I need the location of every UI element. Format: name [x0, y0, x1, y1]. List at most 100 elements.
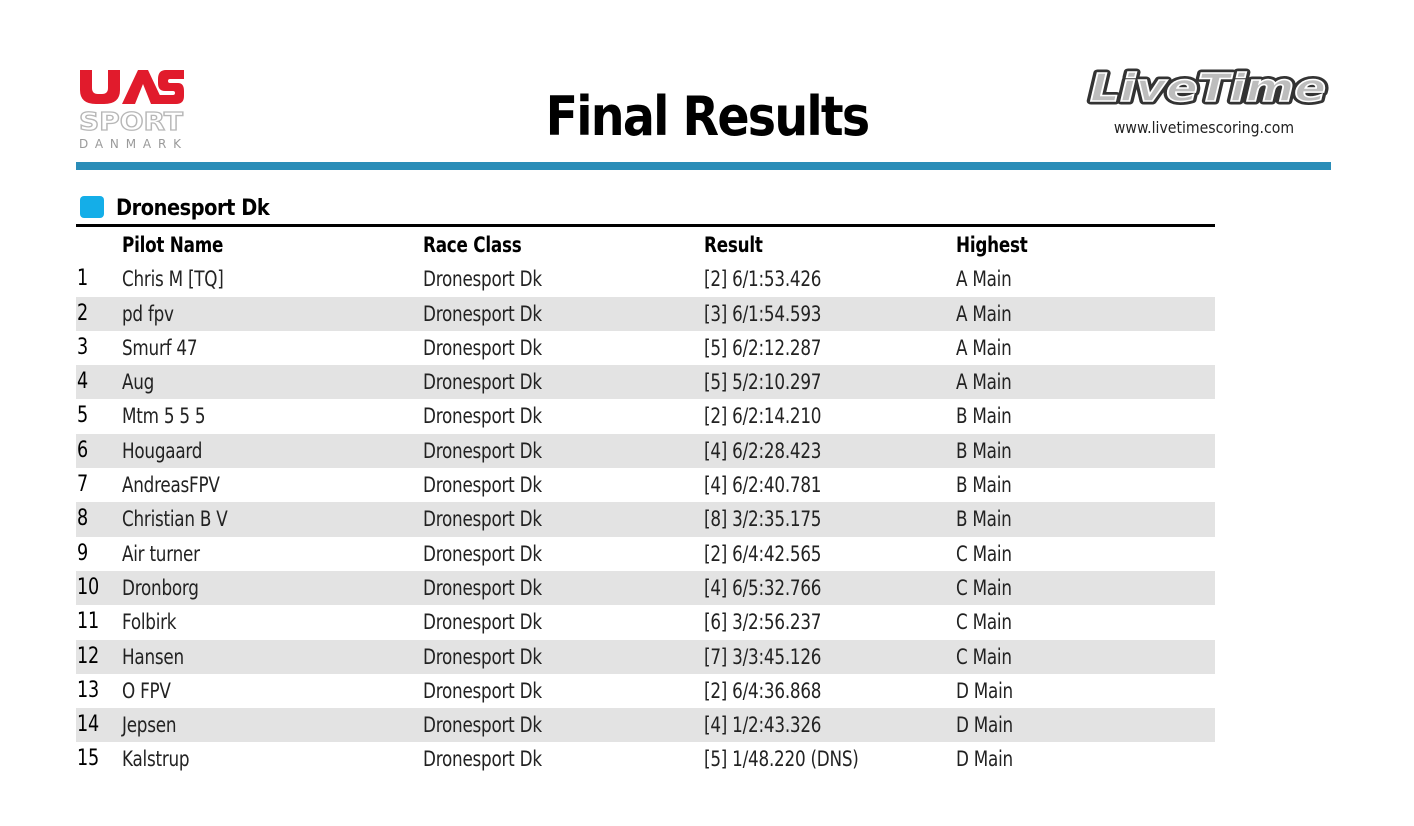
row-pilot-name: Mtm 5 5 5 — [122, 404, 206, 429]
row-race-class: Dronesport Dk — [423, 678, 542, 703]
table-row: 13 O FPV Dronesport Dk [2] 6/4:36.868 D Main — [76, 674, 1215, 708]
row-result: [2] 6/4:36.868 — [704, 678, 822, 703]
row-result: [5] 1/48.220 (DNS) — [704, 747, 859, 772]
row-result: [5] 5/2:10.297 — [704, 370, 822, 395]
row-pilot-name: Chris M [TQ] — [122, 267, 224, 292]
row-result: [2] 6/4:42.565 — [704, 541, 822, 566]
livetime-url[interactable]: www.livetimescoring.com — [1113, 118, 1295, 137]
page-title: Final Results — [545, 85, 871, 148]
row-race-class: Dronesport Dk — [423, 370, 542, 395]
row-race-class: Dronesport Dk — [423, 507, 542, 532]
row-highest: A Main — [956, 370, 1012, 395]
table-header-row: Pilot Name Race Class Result Highest — [76, 228, 1215, 262]
row-highest: C Main — [956, 610, 1012, 635]
row-pilot-name: Hougaard — [122, 438, 203, 463]
row-position: 13 — [77, 677, 99, 703]
livetime-logo: LiveTime LiveTime — [1084, 63, 1332, 114]
table-row: 14 Jepsen Dronesport Dk [4] 1/2:43.326 D Mai… — [76, 708, 1215, 743]
column-header-highest: Highest — [956, 233, 1028, 257]
column-header-result: Result — [704, 233, 763, 257]
header-divider — [76, 162, 1331, 170]
column-header-pilot-name: Pilot Name — [122, 233, 224, 257]
table-row: 8 Christian B V Dronesport Dk [8] 3/2:35.17… — [76, 502, 1215, 537]
row-pilot-name: Christian B V — [122, 507, 228, 532]
row-race-class: Dronesport Dk — [423, 267, 542, 292]
row-result: [5] 6/2:12.287 — [704, 335, 822, 360]
row-highest: A Main — [956, 301, 1012, 326]
row-race-class: Dronesport Dk — [423, 335, 542, 360]
row-highest: D Main — [956, 747, 1013, 772]
row-pilot-name: Air turner — [122, 541, 200, 566]
row-position: 2 — [77, 300, 88, 326]
table-row: 7 AndreasFPV Dronesport Dk [4] 6/2:40.781 B … — [76, 468, 1215, 502]
row-position: 14 — [77, 712, 99, 738]
row-position: 11 — [77, 609, 99, 635]
row-position: 10 — [77, 574, 99, 600]
section-divider — [76, 224, 1215, 227]
row-race-class: Dronesport Dk — [423, 747, 542, 772]
row-highest: B Main — [956, 438, 1012, 463]
row-result: [8] 3/2:35.175 — [704, 507, 822, 532]
table-row: 4 Aug Dronesport Dk [5] 5/2:10.297 A Main — [76, 365, 1215, 400]
row-highest: C Main — [956, 575, 1012, 600]
row-position: 8 — [77, 506, 88, 532]
row-race-class: Dronesport Dk — [423, 644, 542, 669]
row-highest: D Main — [956, 678, 1013, 703]
table-row: 12 Hansen Dronesport Dk [7] 3/3:45.126 C Mai… — [76, 639, 1215, 674]
row-highest: D Main — [956, 713, 1013, 738]
row-position: 1 — [77, 266, 88, 292]
table-row: 5 Mtm 5 5 5 Dronesport Dk [2] 6/2:14.210 B M… — [76, 399, 1215, 433]
row-pilot-name: Aug — [122, 370, 155, 395]
row-pilot-name: pd fpv — [122, 301, 174, 326]
row-pilot-name: AndreasFPV — [122, 473, 220, 498]
row-position: 12 — [77, 643, 99, 669]
uas-sport-danmark-logo: SPORT DANMARK — [78, 66, 188, 154]
row-result: [4] 1/2:43.326 — [704, 713, 822, 738]
row-pilot-name: Smurf 47 — [122, 335, 198, 360]
table-row: 10 Dronborg Dronesport Dk [4] 6/5:32.766 C M… — [76, 570, 1215, 606]
section-color-marker — [80, 196, 104, 218]
table-row: 6 Hougaard Dronesport Dk [4] 6/2:28.423 B Ma… — [76, 433, 1215, 469]
row-race-class: Dronesport Dk — [423, 713, 542, 738]
row-position: 5 — [77, 403, 88, 429]
row-race-class: Dronesport Dk — [423, 404, 542, 429]
row-highest: A Main — [956, 335, 1012, 360]
row-result: [4] 6/2:28.423 — [704, 438, 822, 463]
row-highest: C Main — [956, 541, 1012, 566]
column-header-race-class: Race Class — [423, 233, 522, 257]
table-row: 2 pd fpv Dronesport Dk [3] 6/1:54.593 A Main — [76, 296, 1215, 331]
row-race-class: Dronesport Dk — [423, 473, 542, 498]
row-position: 6 — [77, 437, 88, 463]
row-highest: B Main — [956, 404, 1012, 429]
row-pilot-name: Folbirk — [122, 610, 177, 635]
table-row: 11 Folbirk Dronesport Dk [6] 3/2:56.237 C Ma… — [76, 605, 1215, 639]
row-pilot-name: Kalstrup — [122, 747, 190, 772]
row-result: [4] 6/2:40.781 — [704, 473, 822, 498]
row-highest: C Main — [956, 644, 1012, 669]
row-result: [2] 6/1:53.426 — [704, 267, 822, 292]
row-pilot-name: Dronborg — [122, 575, 199, 600]
row-race-class: Dronesport Dk — [423, 438, 542, 463]
row-highest: A Main — [956, 267, 1012, 292]
row-position: 3 — [77, 334, 88, 360]
row-position: 9 — [77, 540, 88, 566]
row-position: 7 — [77, 472, 88, 498]
row-race-class: Dronesport Dk — [423, 541, 542, 566]
row-race-class: Dronesport Dk — [423, 575, 542, 600]
svg-text:LiveTime: LiveTime — [1090, 66, 1326, 110]
row-result: [3] 6/1:54.593 — [704, 301, 822, 326]
svg-text:SPORT: SPORT — [79, 107, 183, 136]
table-row: 1 Chris M [TQ] Dronesport Dk [2] 6/1:53.426… — [76, 262, 1215, 296]
table-row: 9 Air turner Dronesport Dk [2] 6/4:42.565 C … — [76, 537, 1215, 571]
row-highest: B Main — [956, 473, 1012, 498]
row-highest: B Main — [956, 507, 1012, 532]
table-row: 15 Kalstrup Dronesport Dk [5] 1/48.220 (DNS… — [76, 742, 1215, 776]
table-row: 3 Smurf 47 Dronesport Dk [5] 6/2:12.287 A Ma… — [76, 331, 1215, 365]
row-position: 4 — [77, 369, 88, 395]
section-title: Dronesport Dk — [116, 196, 270, 221]
results-table: Pilot Name Race Class Result Highest 1 Ch… — [76, 228, 1215, 777]
row-race-class: Dronesport Dk — [423, 610, 542, 635]
row-race-class: Dronesport Dk — [423, 301, 542, 326]
row-pilot-name: Jepsen — [122, 713, 177, 738]
svg-text:LiveTime: LiveTime — [1090, 66, 1326, 110]
